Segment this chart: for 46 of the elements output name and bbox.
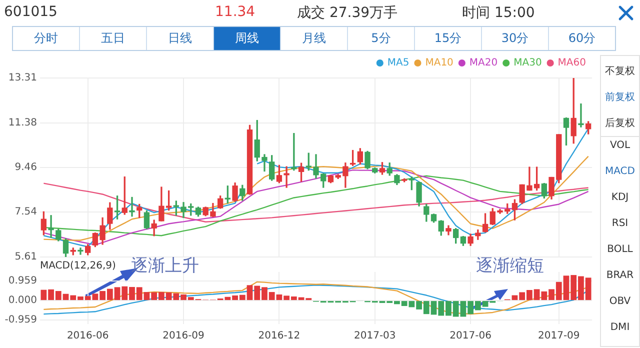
y-tick-label: 0.959 — [8, 276, 37, 287]
chart-title: MACD(12,26,9) — [40, 260, 116, 272]
y-tick-label: 13.31 — [8, 72, 37, 84]
y-tick-label: -0.959 — [4, 314, 37, 326]
text: VOL — [608, 140, 632, 151]
text: 15分 — [414, 27, 481, 50]
text: 后复权 — [604, 116, 636, 130]
x-tick-label: 2016-06 — [66, 330, 109, 342]
text: 周线 — [213, 27, 280, 50]
text: 30分 — [481, 27, 548, 50]
text: 日线 — [146, 27, 213, 50]
text: BRAR — [605, 270, 635, 281]
text: MACD — [604, 166, 636, 177]
text: 601015 — [4, 4, 58, 20]
y-tick-label: 9.46 — [14, 162, 37, 174]
text: 11.34 — [215, 4, 256, 20]
x-tick-label: 2017-03 — [354, 330, 396, 342]
text: 5分 — [347, 27, 414, 50]
legend-label: MA30 — [514, 58, 542, 69]
text: DMI — [609, 322, 631, 333]
text: 60分 — [548, 27, 615, 50]
y-tick-label: 11.38 — [8, 117, 37, 128]
x-tick-label: 2016-09 — [162, 330, 204, 342]
text: 前复权 — [604, 90, 636, 104]
text: 月线 — [280, 27, 347, 50]
text: 分时 — [33, 30, 59, 47]
text: BOLL — [606, 244, 634, 255]
legend-label: MA60 — [558, 58, 586, 69]
legend-label: MA20 — [469, 58, 498, 69]
text: 时间 15:00 — [462, 4, 535, 22]
y-tick-label: 7.54 — [14, 206, 37, 218]
y-tick-label: 5.61 — [14, 252, 37, 263]
text: KDJ — [610, 192, 630, 203]
annotation: 逐渐上升 — [131, 256, 200, 276]
text: 不复权 — [604, 64, 636, 78]
text: 成交 27.39万手 — [297, 4, 398, 22]
annotation: 逐渐缩短 — [476, 256, 544, 276]
text: 五日 — [79, 27, 146, 50]
legend-label: MA5 — [387, 58, 410, 69]
y-tick-label: 0.000 — [8, 295, 37, 306]
legend-label: MA10 — [425, 58, 454, 69]
x-tick-label: 2016-12 — [258, 330, 300, 342]
x-tick-label: 2017-09 — [538, 330, 580, 342]
text: OBV — [608, 296, 632, 307]
x-tick-label: 2017-06 — [450, 330, 492, 342]
text: RSI — [610, 218, 630, 229]
